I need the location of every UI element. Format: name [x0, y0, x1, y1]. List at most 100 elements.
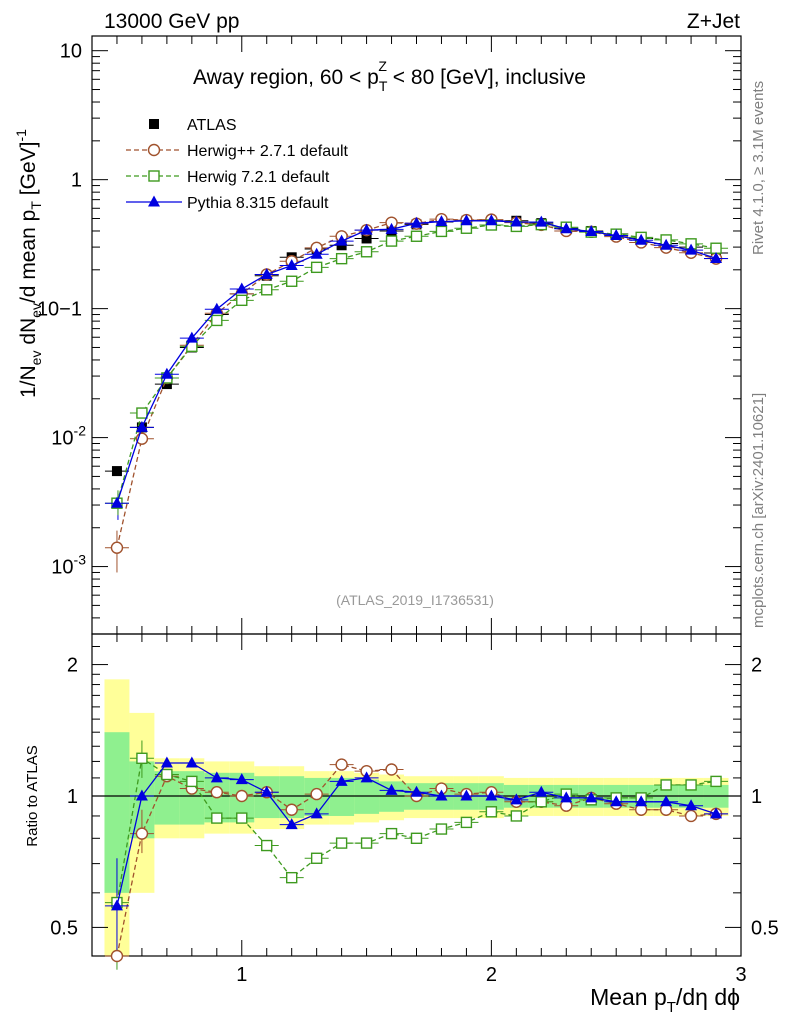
ratio-pythia-point — [435, 789, 448, 801]
ratio-herwig7-point — [136, 752, 148, 764]
main-pythia-point — [685, 243, 698, 255]
main-pythia-point — [585, 225, 598, 237]
ratio-herwig7-point — [485, 806, 498, 818]
ratio-herwig7-point — [285, 871, 298, 884]
main-y-tick-label: 10-3 — [51, 552, 86, 579]
main-pythia-point — [285, 258, 298, 270]
main-pythia-point — [235, 282, 248, 294]
ratio-herwigpp-point — [210, 786, 224, 799]
ratio-herwig7-point — [310, 852, 323, 864]
ratio-pythia-point — [160, 756, 173, 768]
main-herwig7-point — [435, 225, 448, 238]
ratio-herwig7-point — [211, 812, 223, 824]
header-left: 13000 GeV pp — [104, 10, 239, 33]
main-pythia-point — [635, 233, 648, 245]
ratio-pythia-point — [710, 807, 723, 819]
ratio-pythia-point — [660, 795, 673, 807]
ratio-y-tick-label: 1 — [67, 786, 78, 808]
ratio-pythia-point — [560, 791, 573, 803]
ratio-pythia-point — [110, 899, 123, 911]
ratio-panel: Ratio to ATLAS Mean pT/dη dϕ 0.5 0.5 1 1 2 2 1… — [24, 633, 779, 1016]
ratio-herwig7-point — [660, 779, 672, 791]
legend-atlas-label: ATLAS — [187, 117, 237, 134]
main-herwig7-point — [211, 314, 223, 327]
ratio-pythia-point — [535, 785, 548, 797]
main-pythia-point — [510, 215, 523, 227]
legend-herwigpp-marker — [147, 143, 161, 157]
ratio-herwig7-point — [161, 768, 173, 781]
main-pythia-point — [160, 367, 173, 379]
main-pythia-point — [210, 302, 223, 314]
ratio-pythia-point — [510, 793, 523, 805]
main-pythia-point — [460, 214, 473, 226]
main-pythia-point — [260, 267, 273, 279]
ratio-herwig7-point — [385, 827, 398, 840]
ratio-pythia-point — [285, 818, 298, 830]
main-herwig7-point — [410, 230, 423, 242]
ratio-herwigpp-point — [235, 789, 248, 803]
ratio-herwigpp-point — [335, 758, 348, 771]
rivet-version-label: Rivet 4.1.0, ≥ 3.1M events — [750, 81, 767, 255]
ratio-herwig7-point — [335, 837, 348, 849]
legend-herwigpp-label: Herwig++ 2.7.1 default — [187, 143, 349, 160]
ratio-herwigpp-point — [310, 787, 323, 801]
ratio-herwig7-point — [360, 837, 373, 849]
ratio-pythia-point — [485, 789, 498, 801]
main-y-tick-label: 10-2 — [51, 423, 86, 450]
ratio-y-tick-label-right: 0.5 — [751, 917, 779, 939]
ratio-y-tick-label: 2 — [67, 655, 78, 677]
main-herwig7-point — [236, 294, 248, 307]
ratio-pythia-point — [310, 807, 323, 819]
main-pythia-point — [560, 222, 573, 234]
x-tick-label: 3 — [735, 964, 746, 986]
main-herwig7-point — [710, 242, 722, 254]
main-y-tick-label: 10−1 — [37, 299, 82, 321]
ratio-herwig7-point — [510, 810, 523, 822]
ratio-y-tick-label: 0.5 — [50, 917, 78, 939]
legend: ATLAS Herwig++ 2.7.1 default Herwig 7.2.1 … — [126, 117, 349, 212]
ratio-y-tick-label-right: 2 — [751, 655, 762, 677]
x-tick-label: 1 — [236, 964, 247, 986]
main-y-tick-label: 1 — [71, 170, 82, 192]
ratio-herwig7-point — [410, 832, 423, 844]
main-herwig7-point — [285, 275, 298, 287]
ratio-pythia-point — [635, 795, 648, 807]
main-herwig7-point — [261, 284, 273, 296]
main-herwig7-line — [116, 223, 717, 504]
ratio-pythia-point — [210, 771, 223, 783]
ratio-herwig7-point — [460, 816, 473, 829]
legend-atlas-marker — [149, 119, 159, 129]
main-herwig7-point — [310, 261, 323, 274]
ratio-herwig7-point — [261, 839, 273, 852]
ratio-herwig7-point — [685, 779, 697, 791]
ratio-herwigpp-point — [684, 809, 698, 823]
main-herwig7-point — [335, 252, 348, 265]
main-pythia-point — [610, 229, 623, 241]
header-right: Z+Jet — [687, 10, 740, 33]
ratio-pythia-point — [185, 756, 198, 768]
main-atlas-point — [361, 233, 372, 244]
ratio-pythia-point — [360, 771, 373, 783]
ratio-ylabel: Ratio to ATLAS — [24, 745, 41, 846]
main-herwigpp-point — [110, 541, 124, 554]
main-title: Away region, 60 < pTZ < 80 [GeV], inclus… — [193, 58, 586, 94]
legend-herwig7-marker — [148, 170, 160, 182]
ratio-y-tick-label-right: 1 — [751, 786, 762, 808]
source-label: mcplots.cern.ch [arXiv:2401.10621] — [750, 393, 767, 628]
ratio-herwigpp-point — [285, 803, 298, 816]
main-herwig7-point — [360, 246, 373, 258]
ratio-pythia-point — [335, 774, 348, 786]
ratio-herwigpp-point — [385, 763, 398, 776]
ratio-pythia-point — [685, 799, 698, 811]
ratio-pythia-point — [460, 789, 473, 801]
main-pythia-point — [435, 215, 448, 227]
legend-herwig7-label: Herwig 7.2.1 default — [187, 169, 330, 186]
legend-pythia-marker — [148, 195, 160, 207]
analysis-watermark: (ATLAS_2019_I1736531) — [336, 592, 494, 608]
main-pythia-point — [485, 214, 498, 226]
main-pythia-point — [185, 331, 198, 343]
ratio-pythia-point — [235, 773, 248, 785]
ratio-pythia-point — [410, 785, 423, 797]
legend-pythia-label: Pythia 8.315 default — [187, 195, 329, 212]
